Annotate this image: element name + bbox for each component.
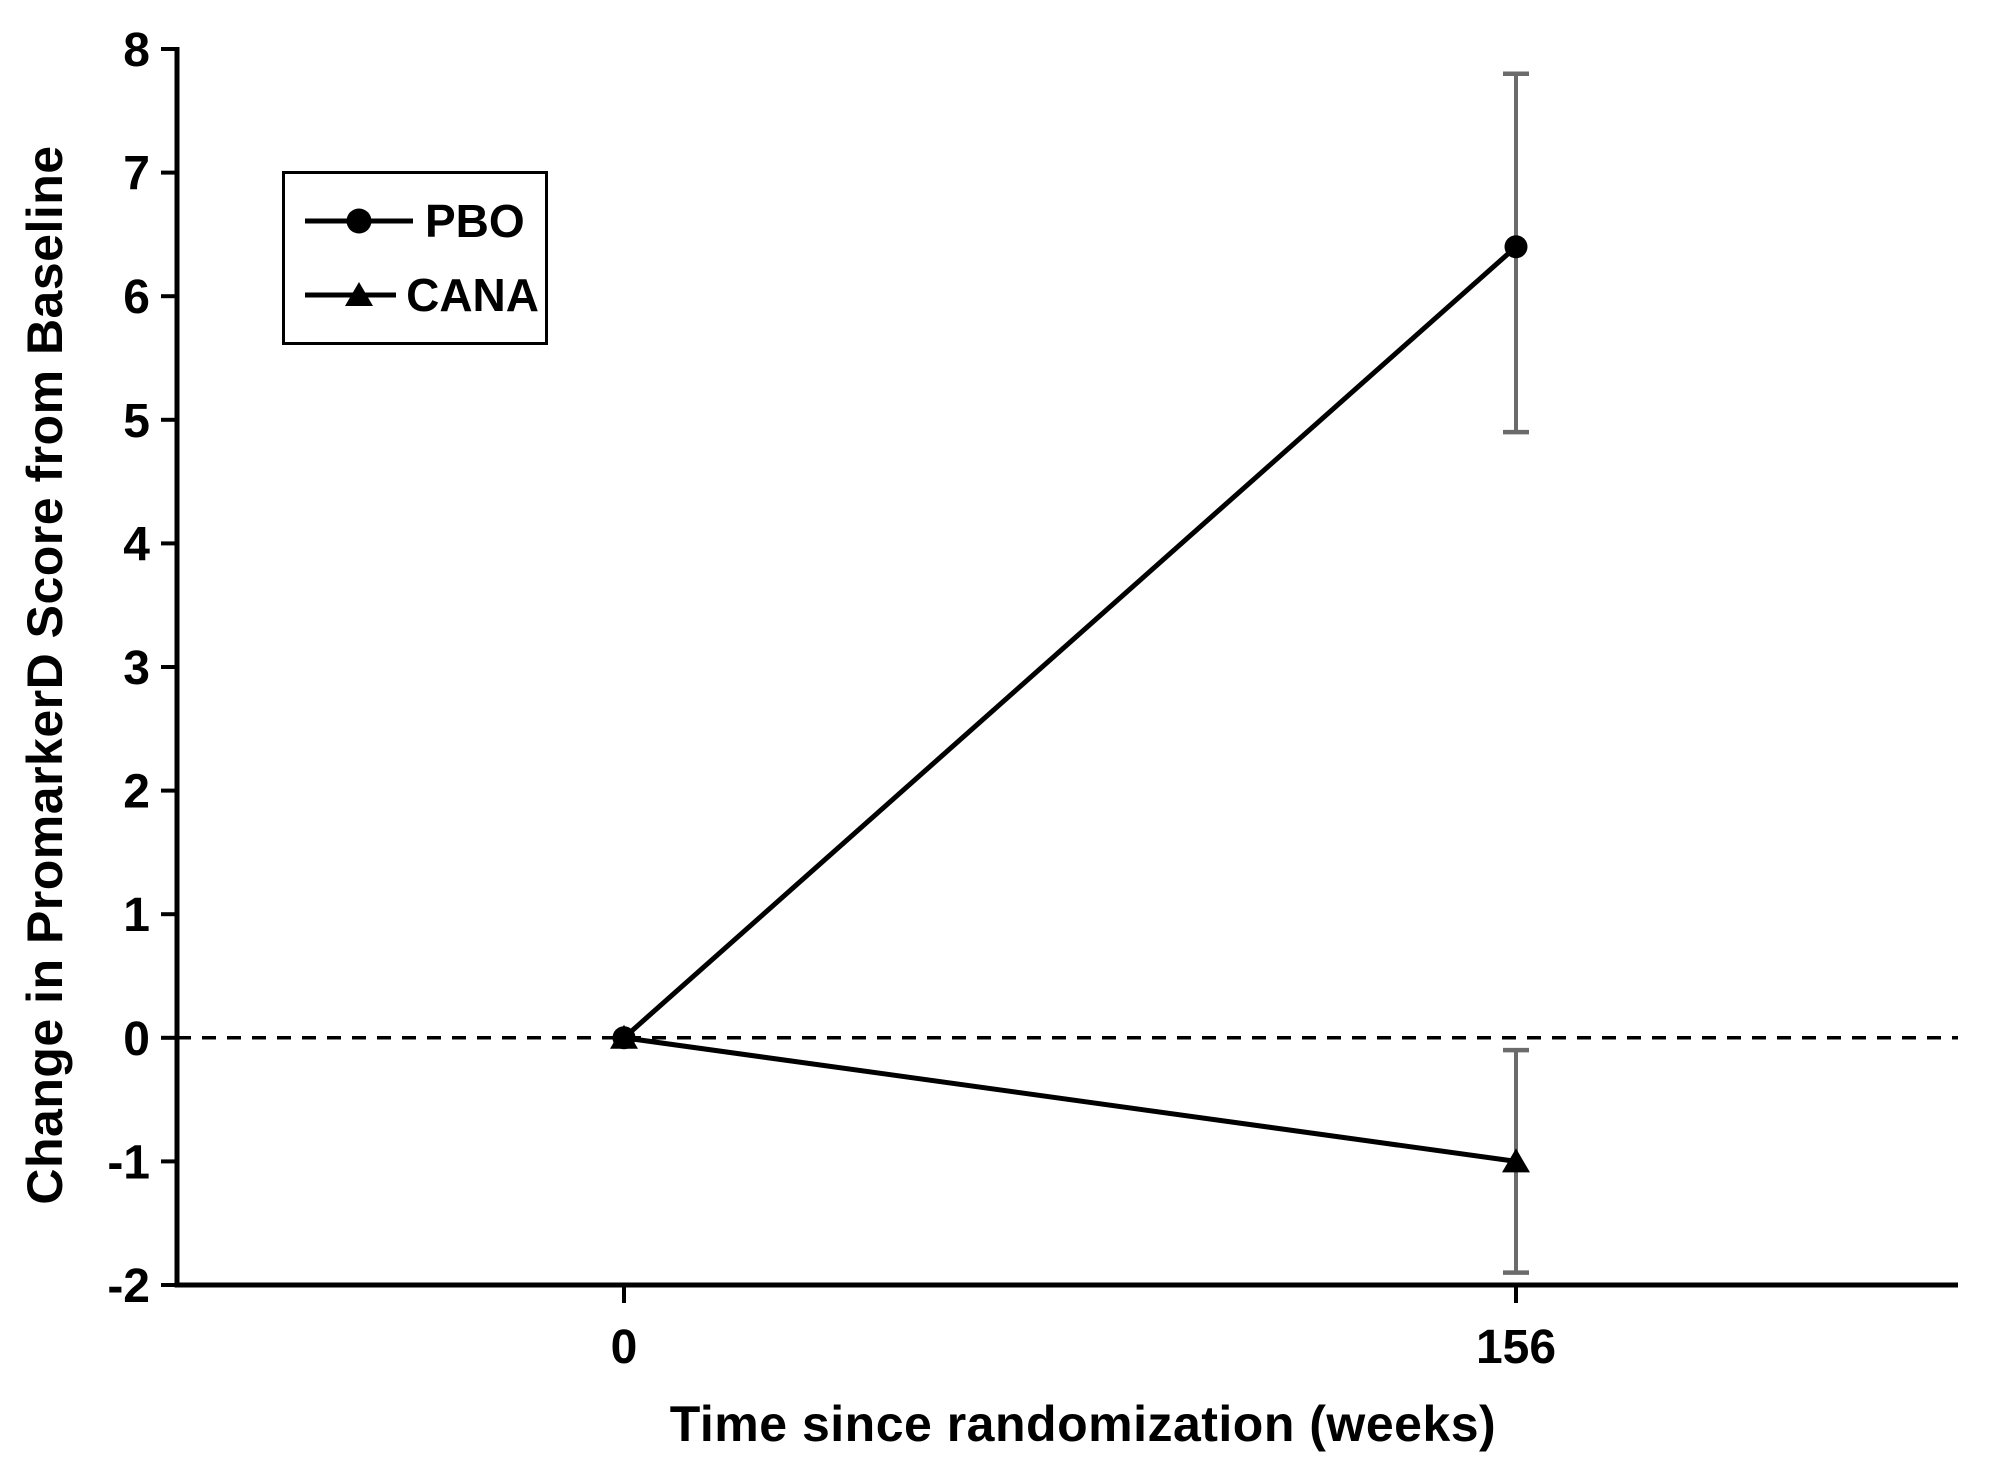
- y-tick-label: -2: [107, 1260, 150, 1313]
- x-axis-title: Time since randomization (weeks): [669, 1396, 1497, 1452]
- y-tick-label: 5: [123, 395, 150, 448]
- y-axis-title: Change in PromarkerD Score from Baseline: [17, 145, 73, 1205]
- y-tick-label: 6: [123, 271, 150, 324]
- cana-series-line: [623, 1035, 1517, 1164]
- legend-row-pbo: PBO: [303, 198, 539, 244]
- y-tick-label: -1: [107, 1136, 150, 1189]
- pbo-series-marker-icon: [305, 208, 413, 234]
- x-tick-label: 156: [1476, 1321, 1556, 1374]
- y-tick-label: 4: [123, 518, 150, 571]
- legend: PBO CANA: [282, 171, 548, 345]
- y-tick-label: 1: [123, 889, 150, 942]
- cana-data-point-marker: [1502, 1148, 1530, 1173]
- cana-data-point-marker: [610, 1024, 638, 1049]
- y-tick-label: 7: [123, 148, 150, 201]
- legend-row-cana: CANA: [303, 272, 539, 318]
- y-tick-label: 2: [123, 766, 150, 819]
- pbo-data-point-marker: [1504, 235, 1528, 259]
- cana-series-marker-icon: [305, 282, 397, 306]
- y-tick-label: 0: [123, 1013, 150, 1066]
- legend-label-cana: CANA: [406, 269, 539, 321]
- legend-label-pbo: PBO: [425, 195, 525, 247]
- pbo-series-line: [622, 244, 1518, 1040]
- y-tick-label: 3: [123, 642, 150, 695]
- legend-marker-glyph: [345, 282, 373, 306]
- y-tick-label: 8: [123, 24, 150, 77]
- x-tick-label: 0: [611, 1321, 638, 1374]
- legend-marker-glyph: [346, 208, 372, 234]
